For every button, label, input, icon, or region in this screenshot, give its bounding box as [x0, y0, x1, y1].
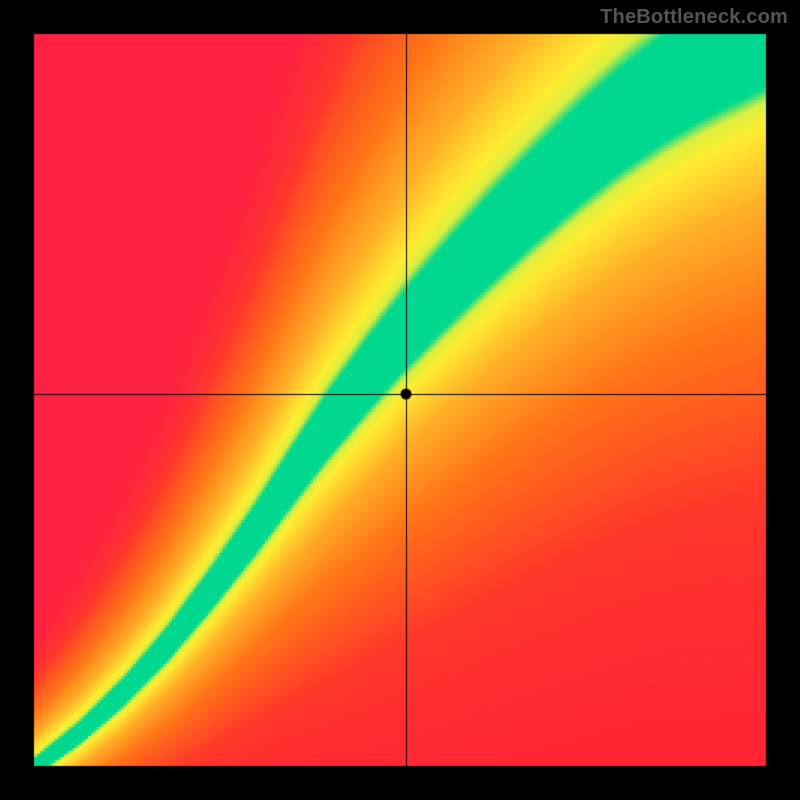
watermark-label: TheBottleneck.com [600, 6, 788, 29]
bottleneck-heatmap [0, 0, 800, 800]
